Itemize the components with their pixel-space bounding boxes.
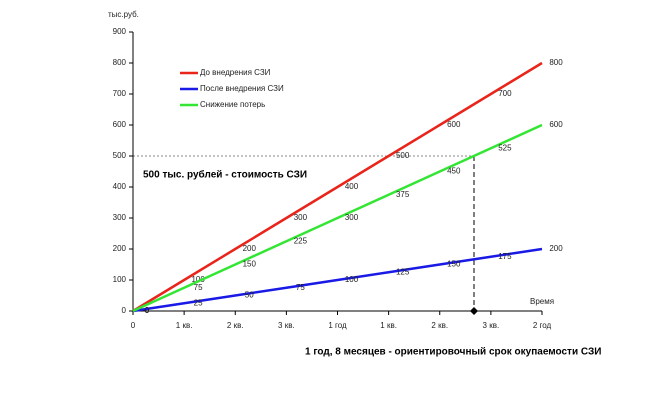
x-tick-label: 2 кв. (227, 321, 244, 330)
series-line (132, 61, 543, 313)
legend-label: Снижение потерь (200, 100, 265, 109)
data-label: 200 (243, 244, 257, 253)
series-line (132, 247, 543, 313)
y-tick-label: 600 (113, 120, 127, 129)
data-label: 50 (245, 291, 254, 300)
data-label: 100 (191, 275, 205, 284)
x-axis-label: Время (530, 297, 554, 306)
data-label: 400 (345, 182, 359, 191)
y-tick-label: 300 (113, 213, 127, 222)
annotation: 1 год, 8 месяцев - ориентировочный срок … (305, 347, 601, 358)
data-label: 100 (345, 275, 359, 284)
x-tick-label: 1 кв. (380, 321, 397, 330)
y-tick-label: 200 (113, 244, 127, 253)
legend-label: До внедрения СЗИ (200, 68, 271, 77)
x-tick-label: 1 кв. (176, 321, 193, 330)
data-label: 600 (549, 120, 563, 129)
data-label: 125 (396, 267, 410, 276)
x-tick-label: 2 кв. (431, 321, 448, 330)
y-tick-label: 100 (113, 275, 127, 284)
x-tick-label: 0 (131, 321, 136, 330)
data-label: 175 (498, 252, 512, 261)
data-label: 75 (296, 283, 305, 292)
data-label: 300 (294, 213, 308, 222)
data-label: 500 (396, 151, 410, 160)
annotation: 500 тыс. рублей - стоимость СЗИ (143, 169, 307, 181)
data-label: 75 (194, 283, 203, 292)
y-tick-label: 700 (113, 89, 127, 98)
series-line (132, 123, 543, 313)
y-axis-label: тыс.руб. (108, 10, 139, 19)
data-label: 25 (194, 298, 203, 307)
data-label: 450 (447, 167, 461, 176)
legend-label: После внедрения СЗИ (200, 84, 284, 93)
y-tick-label: 900 (113, 27, 127, 36)
y-tick-label: 400 (113, 182, 127, 191)
x-tick-label: 1 год (328, 321, 347, 330)
y-tick-label: 0 (122, 306, 127, 315)
data-label: 375 (396, 190, 410, 199)
data-label: 150 (243, 260, 257, 269)
x-tick-label: 3 кв. (483, 321, 500, 330)
data-label: 0 (145, 306, 150, 315)
y-tick-label: 500 (113, 151, 127, 160)
data-label: 0 (145, 306, 150, 315)
data-label: 700 (498, 89, 512, 98)
data-label: 525 (498, 143, 512, 152)
x-tick-label: 2 год (533, 321, 552, 330)
y-tick-label: 800 (113, 58, 127, 67)
data-label: 800 (549, 58, 563, 67)
data-label: 0 (145, 306, 150, 315)
x-tick-label: 3 кв. (278, 321, 295, 330)
data-label: 150 (447, 260, 461, 269)
data-label: 300 (345, 213, 359, 222)
data-label: 600 (447, 120, 461, 129)
data-label: 200 (549, 244, 563, 253)
data-label: 225 (294, 236, 308, 245)
